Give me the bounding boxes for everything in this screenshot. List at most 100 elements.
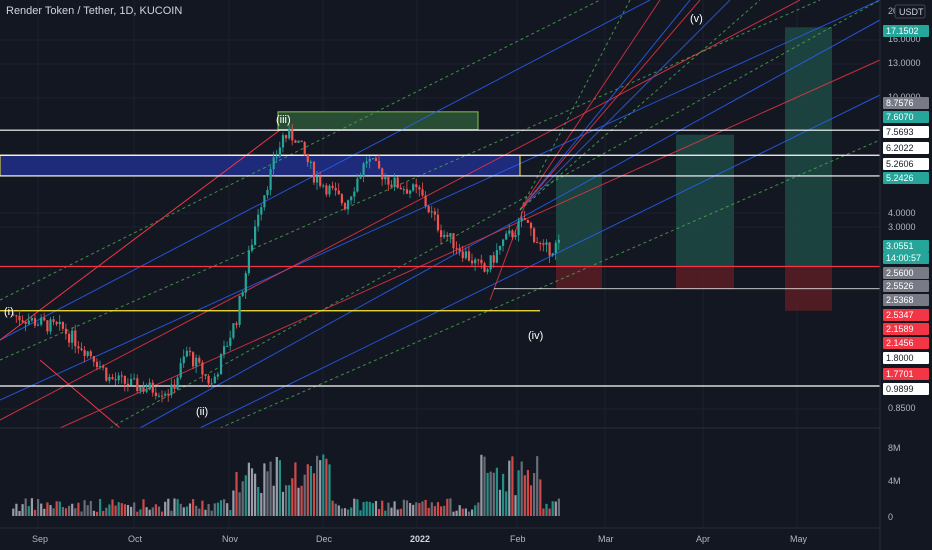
x-tick: Nov (222, 534, 239, 544)
volume-bar (216, 502, 219, 516)
candle (545, 242, 548, 245)
volume-bar (306, 464, 309, 516)
candle (142, 387, 145, 392)
candle (27, 320, 30, 324)
volume-bar (254, 473, 257, 516)
candle (405, 189, 409, 194)
candle (508, 230, 511, 234)
candle (120, 375, 123, 377)
volume-bar (529, 485, 533, 516)
volume-bar (365, 501, 368, 516)
volume-bar (33, 509, 37, 516)
volume-bar (436, 502, 440, 516)
candle (371, 158, 374, 160)
top-zone (277, 111, 479, 131)
candle (33, 318, 37, 326)
volume-bar (374, 500, 378, 516)
x-tick: Oct (128, 534, 143, 544)
volume-bar (257, 486, 260, 516)
zones (0, 27, 832, 311)
volume-bar (418, 503, 421, 516)
candle (418, 187, 421, 190)
volume-bar (145, 507, 148, 516)
volume-bar (151, 507, 154, 516)
volume-bar (467, 511, 471, 516)
price-label: 2.5368 (883, 294, 929, 306)
trend-channels (0, 0, 881, 429)
candle (281, 135, 285, 148)
volume-bar (474, 505, 477, 516)
candle (424, 195, 427, 207)
volume-bar (126, 504, 130, 516)
candles (12, 124, 560, 403)
candle (291, 129, 294, 141)
y-tick: 16.0000 (888, 34, 921, 44)
candle (350, 196, 353, 201)
volume-bar (176, 499, 179, 516)
volume-bar (68, 505, 71, 516)
volume-bar (350, 507, 353, 516)
currency-badge[interactable]: USDT (894, 4, 926, 19)
candle (207, 375, 210, 384)
volume-bar (167, 498, 170, 516)
volume-bar (133, 502, 136, 516)
volume-bar (430, 502, 433, 516)
svg-text:6.2022: 6.2022 (886, 143, 914, 153)
candle (108, 377, 111, 381)
svg-text:5.2426: 5.2426 (886, 173, 914, 183)
candle (266, 189, 269, 196)
y-tick: 20 (888, 6, 898, 16)
candle (126, 383, 130, 386)
candle (427, 206, 430, 213)
volume-bars (12, 454, 560, 516)
candle (443, 234, 446, 238)
price-label: 2.5600 (883, 267, 929, 279)
candle (378, 160, 381, 169)
volume-bar (55, 501, 58, 516)
svg-text:2.1456: 2.1456 (886, 338, 914, 348)
volume-bar (52, 508, 55, 516)
volume-bar (21, 504, 24, 516)
price-label: 6.2022 (883, 142, 929, 154)
candle (117, 375, 120, 381)
volume-bar (368, 501, 371, 516)
wave-label-v: (v) (690, 13, 703, 25)
candle (151, 382, 154, 393)
volume-bar (49, 505, 52, 516)
wave-label-iv: (iv) (528, 330, 543, 342)
price-label: 5.2606 (883, 158, 929, 170)
volume-bar (30, 498, 33, 516)
volume-bar (275, 456, 278, 516)
candle (421, 189, 424, 196)
volume-bar (387, 502, 390, 516)
volume-bar (316, 455, 319, 516)
candle (536, 242, 539, 244)
price-label: 5.2426 (883, 172, 929, 184)
volume-bar (64, 508, 68, 516)
candle (505, 233, 508, 240)
x-tick: Mar (598, 534, 614, 544)
candle (554, 242, 557, 254)
candle (275, 156, 278, 158)
volume-bar (83, 500, 86, 516)
price-labels: 17.1502 8.7576 7.6070 7.5693 6.2022 5.2606 5.2… (883, 25, 929, 395)
candle (219, 354, 223, 375)
candle (334, 187, 337, 191)
volume-bar (157, 506, 161, 516)
candle (46, 320, 49, 332)
candle (269, 169, 272, 190)
price-label: 1.7701 (883, 368, 929, 380)
volume-bar (263, 463, 266, 516)
candle (343, 203, 347, 210)
volume-tick: 0 (888, 512, 893, 522)
candle (232, 323, 235, 338)
volume-bar (337, 505, 340, 516)
volume-bar (182, 507, 185, 516)
candle (514, 235, 517, 238)
volume-bar (111, 499, 114, 516)
volume-bar (421, 501, 424, 516)
price-label: 1.8000 (883, 352, 929, 364)
volume-bar (477, 502, 480, 516)
volume-bar (139, 509, 142, 516)
